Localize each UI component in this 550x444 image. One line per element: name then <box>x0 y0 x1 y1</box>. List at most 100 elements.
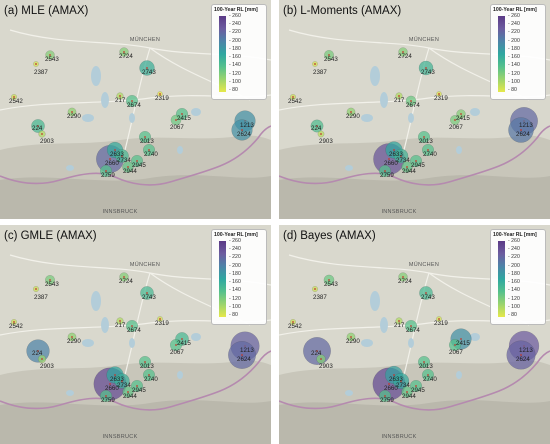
station-label: 2944 <box>123 168 137 175</box>
station-point <box>314 288 316 290</box>
station-point <box>520 354 522 356</box>
legend-tick: - 140 <box>229 62 241 69</box>
legend-tick: - 120 <box>508 295 520 302</box>
station-point <box>384 170 386 172</box>
station-label: 2013 <box>419 138 433 145</box>
color-bar <box>219 16 226 92</box>
station-point <box>159 318 161 320</box>
station-label: 2543 <box>324 281 338 288</box>
legend-tick: - 120 <box>229 70 241 77</box>
station-label: 224 <box>311 350 322 357</box>
station-point <box>460 113 462 115</box>
lake <box>370 66 380 86</box>
station-label: 2944 <box>402 393 416 400</box>
station-label: 2903 <box>319 363 333 370</box>
station-point <box>328 279 330 281</box>
station-label: 2759 <box>380 172 394 179</box>
city-label: INNSBRUCK <box>102 434 137 440</box>
station-label: 2319 <box>155 95 169 102</box>
station-point <box>316 125 318 127</box>
station-label: 2903 <box>319 138 333 145</box>
station-point <box>119 95 121 97</box>
station-point <box>109 383 111 385</box>
lake <box>345 165 353 171</box>
panel-title: (a) MLE (AMAX) <box>4 5 89 17</box>
legend-title: 100-Year RL [mm] <box>214 7 258 13</box>
lake <box>129 338 135 348</box>
station-point <box>402 51 404 53</box>
station-label: 2734 <box>396 157 410 164</box>
station-point <box>410 325 412 327</box>
station-point <box>425 67 427 69</box>
station-label: 2660 <box>105 160 119 167</box>
station-point <box>35 63 37 65</box>
station-point <box>114 374 116 376</box>
legend-tick: - 160 <box>229 54 241 61</box>
station-label: 2415 <box>177 115 191 122</box>
station-point <box>427 374 429 376</box>
station-label: 2067 <box>170 349 184 356</box>
legend-tick: - 220 <box>508 29 520 36</box>
legend: 100-Year RL [mm] - 260 - 240- 220- 200- 18… <box>490 229 546 325</box>
station-point <box>131 325 133 327</box>
station-point <box>316 350 318 352</box>
lake <box>66 390 74 396</box>
legend-tick: - 120 <box>508 70 520 77</box>
station-label: 2542 <box>9 98 23 105</box>
station-label: 2290 <box>67 113 81 120</box>
station-label: 2067 <box>170 124 184 131</box>
station-label: 2945 <box>411 387 425 394</box>
station-point <box>415 160 417 162</box>
station-point <box>71 111 73 113</box>
station-label: 2542 <box>288 323 302 330</box>
lake <box>91 291 101 311</box>
station-label: 2660 <box>384 160 398 167</box>
station-point <box>146 67 148 69</box>
station-label: 2743 <box>421 294 435 301</box>
lake <box>177 371 183 379</box>
station-point <box>520 129 522 131</box>
station-point <box>148 374 150 376</box>
station-point <box>119 320 121 322</box>
lake <box>456 146 462 154</box>
city-label: MÜNCHEN <box>130 36 160 43</box>
station-label: 2290 <box>67 338 81 345</box>
station-point <box>241 129 243 131</box>
station-label: 2759 <box>101 397 115 404</box>
legend-tick: - 80 <box>508 312 517 318</box>
station-label: 2734 <box>396 382 410 389</box>
legend-tick: - 140 <box>229 287 241 294</box>
station-point <box>121 155 123 157</box>
map-panel: MÜNCHEN INNSBRUCK 2543 2387 2724 2743 2542 2290… <box>0 225 271 444</box>
station-label: 2674 <box>127 327 141 334</box>
legend-tick: - 180 <box>229 45 241 52</box>
station-point <box>13 96 15 98</box>
station-point <box>314 63 316 65</box>
legend-tick: - 260 <box>508 238 520 244</box>
station-label: 2542 <box>9 323 23 330</box>
station-label: 1213 <box>240 122 254 129</box>
station-label: 224 <box>32 125 43 132</box>
station-label: 217 <box>394 97 405 104</box>
station-label: 2633 <box>389 376 403 383</box>
map-panel: MÜNCHEN INNSBRUCK 2543 2387 2724 2743 2542 2290… <box>0 0 271 219</box>
lake <box>82 114 94 122</box>
legend-tick: - 140 <box>508 62 520 69</box>
lake <box>91 66 101 86</box>
station-point <box>454 119 456 121</box>
station-label: 2724 <box>119 53 133 60</box>
legend-tick: - 200 <box>508 37 520 44</box>
station-label: 2067 <box>449 349 463 356</box>
alpine-terrain <box>279 135 550 219</box>
station-label: 2734 <box>117 157 131 164</box>
lake <box>129 113 135 123</box>
station-label: 2013 <box>140 363 154 370</box>
station-label: 2624 <box>237 131 251 138</box>
station-label: 2903 <box>40 363 54 370</box>
city-label: INNSBRUCK <box>381 209 416 215</box>
legend-tick: - 180 <box>508 270 520 277</box>
station-label: 2759 <box>380 397 394 404</box>
station-label: 2387 <box>313 69 327 76</box>
map-panel: MÜNCHEN INNSBRUCK 2543 2387 2724 2743 2542 2290… <box>279 0 550 219</box>
lake <box>408 338 414 348</box>
